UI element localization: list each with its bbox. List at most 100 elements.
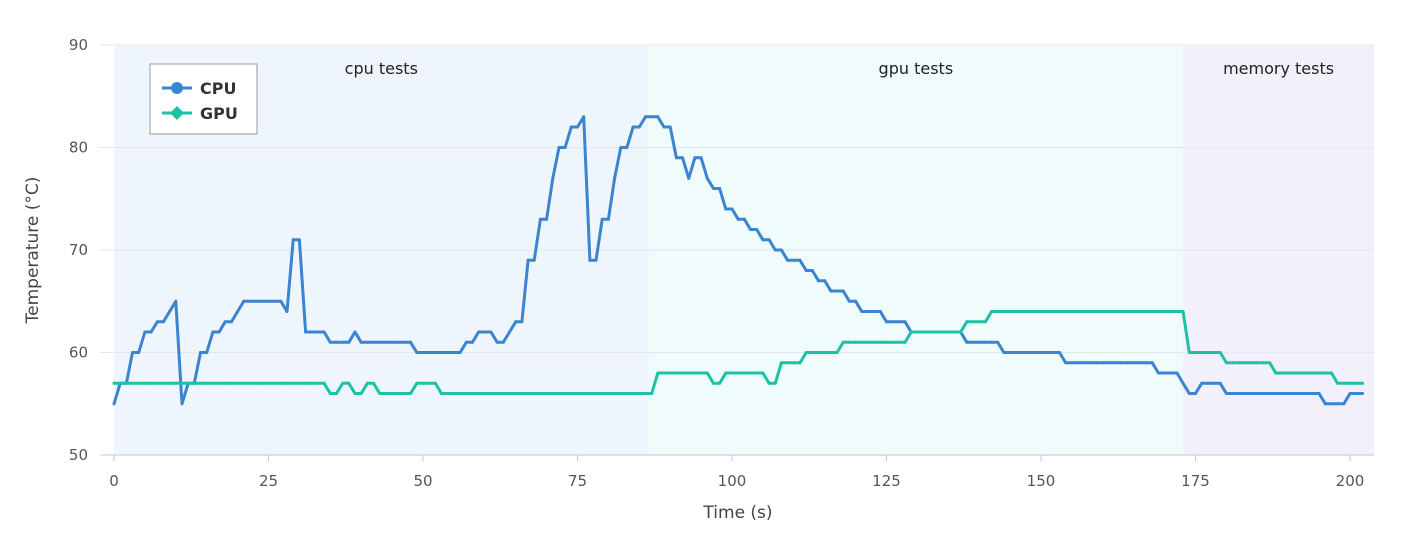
cpu-point-21 [242, 299, 246, 303]
y-tick-label-3: 80 [69, 139, 88, 157]
cpu-point-75 [576, 125, 579, 129]
gpu-point-201 [1354, 381, 1358, 385]
cpu-point-30 [297, 238, 301, 242]
gpu-point-101 [736, 371, 740, 375]
cpu-point-14 [199, 351, 202, 354]
cpu-point-23 [254, 299, 258, 303]
gpu-point-152 [1051, 310, 1055, 313]
gpu-point-43 [378, 392, 382, 395]
gpu-point-102 [742, 371, 746, 375]
cpu-point-11 [180, 402, 184, 406]
cpu-point-105 [761, 238, 765, 242]
cpu-point-120 [854, 299, 858, 303]
gpu-point-61 [489, 392, 493, 395]
gpu-point-55 [452, 392, 456, 395]
y-axis-title: Temperature (°C) [23, 177, 43, 325]
gpu-point-176 [1200, 351, 1204, 354]
gpu-point-171 [1169, 310, 1173, 313]
cpu-point-77 [588, 258, 592, 262]
gpu-point-74 [569, 392, 573, 395]
cpu-point-54 [446, 351, 450, 354]
cpu-point-163 [1119, 361, 1123, 365]
gpu-point-66 [520, 392, 524, 395]
gpu-point-114 [817, 351, 820, 354]
gpu-point-18 [223, 381, 227, 385]
gpu-point-151 [1045, 310, 1049, 313]
cpu-point-160 [1101, 361, 1105, 365]
cpu-point-186 [1262, 392, 1265, 395]
cpu-point-162 [1113, 361, 1117, 365]
gpu-point-89 [662, 371, 666, 375]
gpu-point-29 [291, 381, 295, 385]
gpu-point-183 [1243, 361, 1247, 365]
cpu-point-22 [248, 299, 252, 303]
gpu-point-93 [687, 371, 691, 375]
gpu-point-23 [254, 381, 258, 385]
cpu-point-187 [1268, 392, 1272, 395]
gpu-point-35 [328, 392, 332, 395]
cpu-point-157 [1082, 361, 1086, 365]
y-tick-label-2: 70 [69, 241, 88, 259]
cpu-point-124 [878, 310, 882, 313]
region-label-1: gpu tests [879, 59, 954, 78]
gpu-point-185 [1255, 361, 1259, 365]
gpu-point-134 [940, 330, 944, 334]
gpu-point-202 [1360, 381, 1364, 385]
cpu-point-76 [582, 115, 586, 119]
gpu-point-39 [353, 392, 357, 395]
gpu-point-54 [446, 392, 450, 395]
cpu-point-190 [1286, 392, 1290, 395]
cpu-point-93 [687, 176, 691, 180]
gpu-point-150 [1039, 310, 1043, 313]
cpu-point-168 [1150, 361, 1154, 365]
cpu-point-31 [304, 330, 308, 334]
gpu-point-50 [421, 381, 425, 385]
gpu-point-196 [1323, 371, 1327, 375]
gpu-point-186 [1262, 361, 1265, 365]
cpu-point-43 [378, 340, 382, 344]
gpu-point-8 [161, 381, 165, 385]
cpu-point-27 [279, 299, 283, 303]
cpu-point-114 [817, 279, 820, 283]
cpu-point-65 [514, 320, 518, 324]
cpu-point-101 [736, 217, 740, 221]
gpu-point-188 [1274, 371, 1278, 375]
cpu-point-19 [229, 320, 233, 324]
gpu-point-167 [1144, 310, 1148, 313]
cpu-point-149 [1033, 351, 1037, 354]
x-tick-label-6: 150 [1027, 472, 1056, 490]
gpu-point-146 [1014, 310, 1018, 313]
gpu-point-68 [532, 392, 536, 395]
cpu-point-191 [1292, 392, 1296, 395]
cpu-point-152 [1051, 351, 1055, 354]
cpu-point-58 [470, 340, 474, 344]
cpu-point-167 [1144, 361, 1148, 365]
gpu-point-62 [495, 392, 499, 395]
gpu-point-45 [390, 392, 394, 395]
cpu-point-171 [1169, 371, 1173, 375]
cpu-point-90 [668, 125, 672, 129]
cpu-point-188 [1274, 392, 1278, 395]
cpu-point-0 [112, 402, 116, 406]
gpu-point-65 [514, 392, 518, 395]
cpu-point-148 [1027, 351, 1031, 354]
cpu-point-183 [1243, 392, 1247, 395]
gpu-point-108 [779, 361, 783, 365]
gpu-point-148 [1027, 310, 1031, 313]
gpu-point-109 [786, 361, 790, 365]
cpu-point-177 [1206, 381, 1210, 385]
cpu-point-140 [977, 340, 981, 344]
x-axis-ticks: 0 25 50 75 100 125 150 175 200 [109, 455, 1364, 490]
gpu-point-36 [335, 392, 338, 395]
gpu-point-165 [1132, 310, 1136, 313]
cpu-point-172 [1175, 371, 1179, 375]
cpu-point-29 [291, 238, 295, 242]
gpu-point-77 [588, 392, 592, 395]
gpu-point-63 [501, 392, 505, 395]
gpu-point-91 [674, 371, 678, 375]
gpu-point-178 [1212, 351, 1216, 354]
gpu-point-169 [1156, 310, 1160, 313]
cpu-point-72 [557, 146, 561, 149]
gpu-point-53 [440, 392, 443, 395]
